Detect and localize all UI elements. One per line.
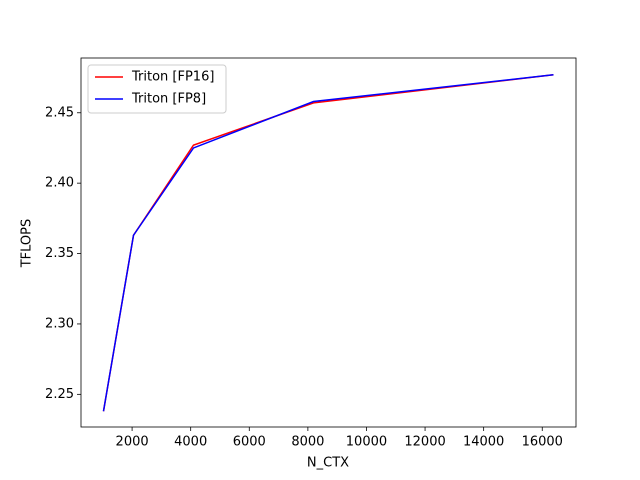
x-tick-label: 16000 bbox=[522, 435, 563, 450]
x-tick-label: 8000 bbox=[291, 435, 324, 450]
y-tick-label: 2.40 bbox=[45, 176, 74, 191]
y-tick-label: 2.35 bbox=[45, 246, 74, 261]
legend-label: Triton [FP8] bbox=[131, 92, 206, 107]
y-tick-label: 2.45 bbox=[45, 105, 74, 120]
x-tick-label: 12000 bbox=[404, 435, 445, 450]
x-tick-label: 6000 bbox=[233, 435, 266, 450]
y-axis-label: TFLOPS bbox=[20, 219, 35, 269]
x-tick-label: 4000 bbox=[174, 435, 207, 450]
x-tick-label: 2000 bbox=[116, 435, 149, 450]
x-tick-label: 14000 bbox=[463, 435, 504, 450]
y-tick-label: 2.25 bbox=[45, 387, 74, 402]
x-axis-label: N_CTX bbox=[307, 456, 349, 471]
plot-frame bbox=[80, 57, 577, 428]
data-line bbox=[102, 74, 554, 412]
x-tick-label: 10000 bbox=[346, 435, 387, 450]
y-tick-label: 2.30 bbox=[45, 316, 74, 331]
legend-label: Triton [FP16] bbox=[131, 70, 214, 85]
